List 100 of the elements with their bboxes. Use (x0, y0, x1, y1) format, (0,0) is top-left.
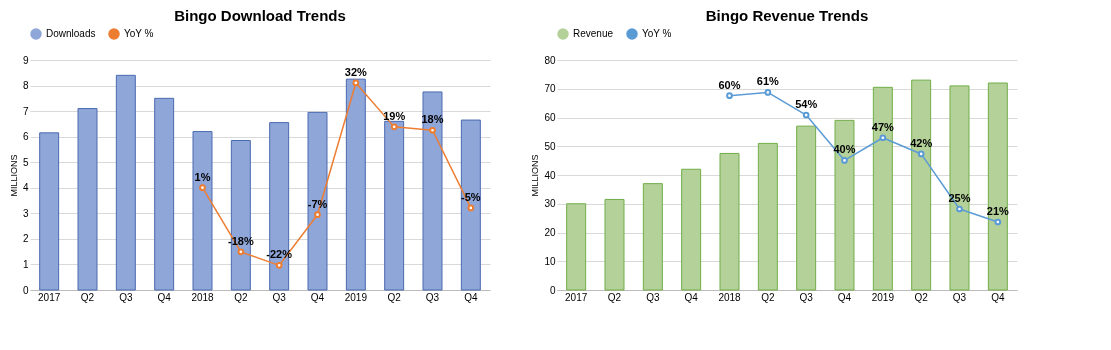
x-tick-label: Q4 (464, 291, 478, 303)
data-label: 54% (795, 98, 818, 111)
x-tick-label: Q4 (837, 291, 852, 303)
bar (384, 120, 405, 291)
chart-title: Bingo Download Trends (174, 7, 346, 24)
y-tick-label: 70 (544, 83, 556, 95)
point (879, 134, 887, 142)
x-tick-label: 2017 (38, 291, 61, 303)
y-tick-label: 0 (549, 284, 556, 296)
y-tick-label: 3 (22, 207, 29, 219)
y-tick-label: 30 (544, 198, 556, 210)
x-tick-label: 2019 (871, 291, 895, 303)
bar (757, 142, 778, 291)
bar (566, 203, 587, 291)
bar (345, 78, 366, 291)
bar (911, 79, 932, 291)
x-tick-label: Q3 (646, 291, 660, 303)
point (237, 248, 245, 256)
data-label: 25% (948, 192, 971, 205)
x-tick-label: Q4 (684, 291, 699, 303)
point (956, 205, 963, 213)
data-label: 21% (986, 204, 1010, 217)
point (841, 157, 848, 164)
bar (39, 132, 60, 291)
point (467, 204, 475, 212)
data-label: 60% (718, 78, 741, 91)
y-tick-label: 8 (22, 80, 29, 92)
bar (987, 82, 1008, 291)
y-tick-label: 10 (544, 255, 556, 267)
point (390, 123, 398, 131)
x-tick-label: Q3 (799, 291, 814, 303)
x-tick-label: 2018 (191, 291, 215, 303)
y-tick-label: 1 (22, 258, 29, 270)
bar (192, 131, 213, 291)
bar (460, 119, 481, 291)
y-tick-label: 80 (544, 54, 556, 66)
legend-label: YoY % (124, 28, 154, 39)
x-tick-label: Q2 (234, 291, 248, 303)
legend-label: YoY % (642, 28, 672, 39)
bar (642, 183, 663, 291)
bar (719, 152, 740, 291)
y-tick-label: 9 (22, 54, 29, 66)
bar (949, 85, 970, 291)
data-label: 19% (383, 109, 406, 122)
bar (154, 97, 175, 291)
point (352, 79, 360, 87)
data-label: 18% (421, 113, 444, 126)
y-axis-title: MILLIONS (8, 154, 19, 197)
x-tick-label: Q4 (991, 291, 1005, 303)
x-tick-label: 2019 (344, 291, 368, 303)
data-label: 42% (910, 136, 933, 149)
y-tick-label: 0 (22, 284, 29, 296)
x-tick-label: Q3 (272, 291, 287, 303)
bar (604, 198, 625, 291)
x-tick-label: Q3 (119, 291, 133, 303)
y-tick-label: 4 (22, 182, 29, 194)
bar (796, 125, 817, 291)
x-tick-label: Q2 (387, 291, 402, 303)
data-label: 32% (344, 65, 368, 78)
x-tick-label: Q4 (310, 291, 325, 303)
data-label: 47% (871, 120, 895, 133)
x-tick-label: 2017 (565, 291, 588, 303)
point (314, 211, 321, 219)
x-tick-label: Q3 (952, 291, 967, 303)
x-tick-label: Q3 (425, 291, 440, 303)
bar (834, 119, 855, 291)
data-label: 1% (194, 170, 211, 183)
x-tick-label: Q2 (607, 291, 622, 303)
y-tick-label: 5 (22, 156, 29, 168)
bar (77, 108, 98, 291)
data-label: 40% (833, 143, 856, 156)
legend-label: Revenue (573, 28, 614, 39)
x-tick-label: 2018 (718, 291, 742, 303)
y-tick-label: 20 (544, 227, 556, 238)
bar (681, 168, 702, 291)
y-tick-label: 7 (22, 105, 29, 117)
point (199, 184, 206, 192)
bar (115, 74, 136, 291)
point (429, 126, 436, 134)
x-tick-label: Q2 (914, 291, 929, 303)
chart-title: Bingo Revenue Trends (705, 7, 869, 24)
x-tick-label: Q4 (157, 291, 172, 303)
bar (872, 86, 893, 291)
point (275, 262, 283, 269)
y-axis-title: MILLIONS (530, 154, 541, 197)
point (917, 150, 925, 158)
y-tick-label: 40 (544, 169, 556, 181)
x-tick-label: Q2 (761, 291, 775, 303)
point (994, 218, 1002, 226)
bar (422, 91, 443, 291)
point (726, 92, 733, 99)
legend-label: Downloads (46, 28, 96, 39)
y-tick-label: 6 (22, 131, 29, 143)
point (764, 89, 772, 96)
y-tick-label: 50 (544, 140, 556, 152)
data-label: 61% (756, 75, 780, 88)
point (802, 111, 810, 119)
y-tick-label: 60 (544, 112, 556, 123)
bar (307, 111, 328, 291)
x-tick-label: Q2 (80, 291, 95, 303)
